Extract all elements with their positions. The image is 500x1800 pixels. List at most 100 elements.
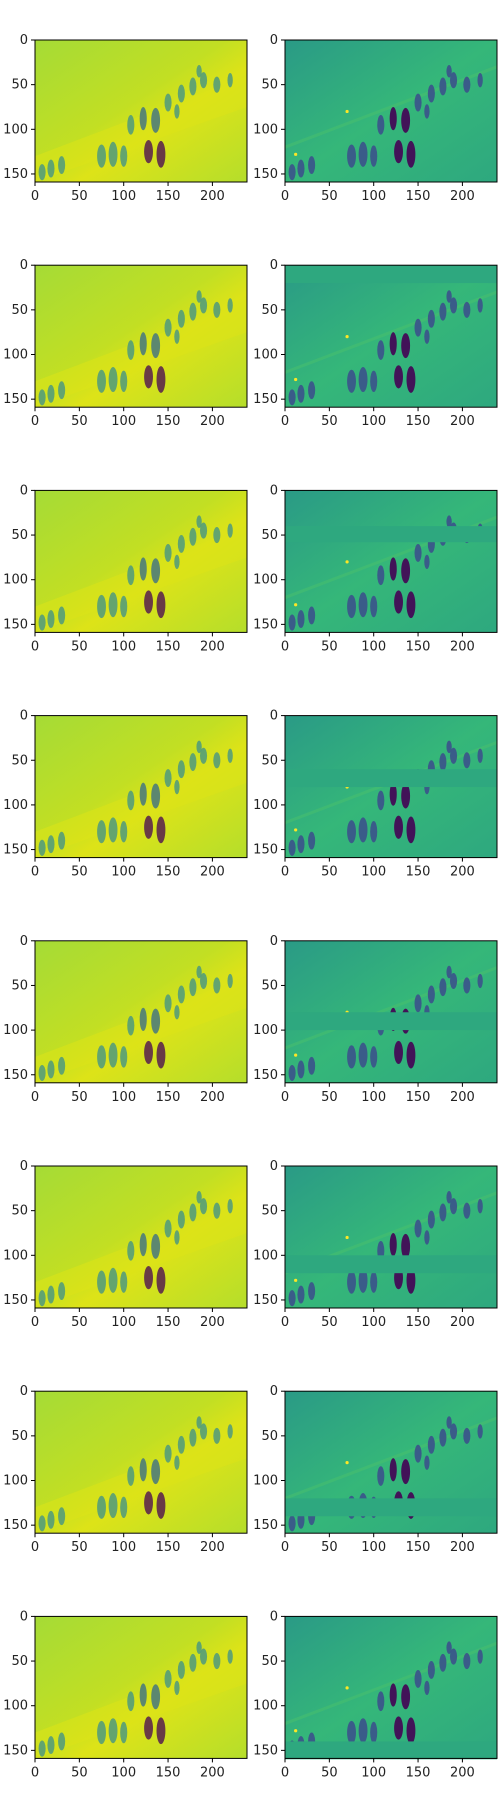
x-tick-label: 0 xyxy=(281,1315,289,1330)
figure-mark xyxy=(227,748,233,763)
figure-mark xyxy=(297,159,305,178)
axes-frame xyxy=(284,940,498,1084)
y-tick-label: 50 xyxy=(261,78,278,93)
figure-mark xyxy=(47,159,55,178)
y-tick-label: 50 xyxy=(11,1429,28,1444)
figure-mark xyxy=(424,554,430,569)
highlight-speck xyxy=(345,1235,349,1240)
x-tick-label: 150 xyxy=(156,414,181,429)
figure-mark xyxy=(446,1191,452,1204)
y-tick-label: 50 xyxy=(261,528,278,543)
axes-frame xyxy=(284,715,498,859)
figure-mark xyxy=(199,1198,208,1215)
x-tick-label: 0 xyxy=(31,414,39,429)
figure-mark xyxy=(308,381,316,400)
x-tick-label: 0 xyxy=(31,639,39,654)
x-tick-label: 200 xyxy=(200,414,225,429)
figure-mark xyxy=(347,820,356,844)
figure-mark xyxy=(151,1008,161,1034)
figure-mark xyxy=(189,1428,197,1447)
figure-mark xyxy=(358,817,368,843)
x-tick-label: 150 xyxy=(406,1090,431,1105)
figure-mark xyxy=(38,1515,46,1532)
highlight-speck xyxy=(345,560,349,564)
y-tick-label: 0 xyxy=(20,33,28,48)
figure-mark xyxy=(297,384,305,403)
figure-mark xyxy=(144,1040,153,1065)
figure-mark xyxy=(297,1285,305,1304)
figure-mark xyxy=(401,1684,411,1710)
figure-mark xyxy=(120,1046,128,1068)
figure-mark xyxy=(47,1736,55,1754)
y-tick-label: 100 xyxy=(3,348,28,363)
x-tick-label: 150 xyxy=(406,1540,431,1555)
figure-mark xyxy=(308,1282,316,1300)
figure-mark xyxy=(213,752,221,769)
panel-r4-left: 0 50 100 150 200 0 50 100 150 xyxy=(3,709,248,880)
x-tick-label: 200 xyxy=(200,639,225,654)
y-tick-label: 150 xyxy=(253,392,278,407)
figure-mark xyxy=(358,592,368,618)
figure-mark xyxy=(401,107,411,133)
figure-mark xyxy=(427,985,435,1004)
figure-mark xyxy=(120,1496,128,1519)
figure-mark xyxy=(164,1219,172,1238)
figure-mark xyxy=(97,594,106,619)
figure-mark xyxy=(144,1266,153,1290)
figure-mark xyxy=(58,1507,66,1526)
figure-mark xyxy=(439,1653,447,1672)
y-tick-label: 100 xyxy=(3,122,28,137)
figure-mark xyxy=(139,1458,147,1482)
x-tick-label: 150 xyxy=(156,639,181,654)
highlight-speck xyxy=(294,152,298,156)
figure-mark xyxy=(227,1424,233,1439)
y-tick-label: 50 xyxy=(261,978,278,993)
highlight-speck xyxy=(345,1461,349,1465)
y-tick-label: 100 xyxy=(253,1023,278,1038)
panel-r1-left: 0 50 100 150 200 0 50 100 150 xyxy=(3,33,248,204)
x-tick-label: 200 xyxy=(450,1765,475,1780)
panel-r7-right: 0 50 100 150 200 0 50 100 150 xyxy=(253,1384,498,1555)
y-tick-label: 100 xyxy=(253,1699,278,1714)
figure-mark xyxy=(47,835,55,854)
highlight-speck xyxy=(294,1278,298,1282)
x-tick-label: 50 xyxy=(71,639,88,654)
figure-mark xyxy=(174,1005,180,1020)
figure-mark xyxy=(424,1455,430,1470)
x-tick-label: 50 xyxy=(71,414,88,429)
figure-mark xyxy=(227,1199,233,1214)
masked-band xyxy=(285,1012,497,1031)
y-tick-label: 50 xyxy=(261,303,278,318)
figure-mark xyxy=(164,93,172,112)
figure-mark xyxy=(213,1427,221,1444)
figure-mark xyxy=(196,1191,202,1204)
masked-band xyxy=(285,526,497,543)
y-tick-label: 100 xyxy=(3,573,28,588)
y-tick-label: 150 xyxy=(3,1743,28,1758)
figure-mark xyxy=(449,1198,458,1215)
masked-band xyxy=(285,1741,497,1760)
y-tick-label: 0 xyxy=(20,1159,28,1174)
figure-mark xyxy=(164,994,172,1013)
figure-mark xyxy=(196,1416,202,1429)
figure-mark xyxy=(347,1270,356,1294)
figure-mark xyxy=(347,369,356,393)
figure-mark xyxy=(120,1271,128,1293)
figure-mark xyxy=(151,783,161,809)
figure-mark xyxy=(389,1458,397,1482)
x-tick-label: 0 xyxy=(31,189,39,204)
figure-mark xyxy=(196,1641,202,1654)
x-tick-label: 0 xyxy=(31,1090,39,1105)
y-tick-label: 0 xyxy=(270,1159,278,1174)
figure-mark xyxy=(156,1492,166,1519)
x-tick-label: 100 xyxy=(361,639,386,654)
figure-mark xyxy=(463,752,471,769)
figure-mark xyxy=(196,65,202,78)
figure-mark xyxy=(414,994,422,1013)
figure-mark xyxy=(38,389,46,406)
figure-mark xyxy=(38,839,46,856)
figure-mark xyxy=(199,972,208,990)
figure-mark xyxy=(370,1721,378,1744)
y-tick-label: 0 xyxy=(270,258,278,273)
y-tick-label: 50 xyxy=(261,1429,278,1444)
